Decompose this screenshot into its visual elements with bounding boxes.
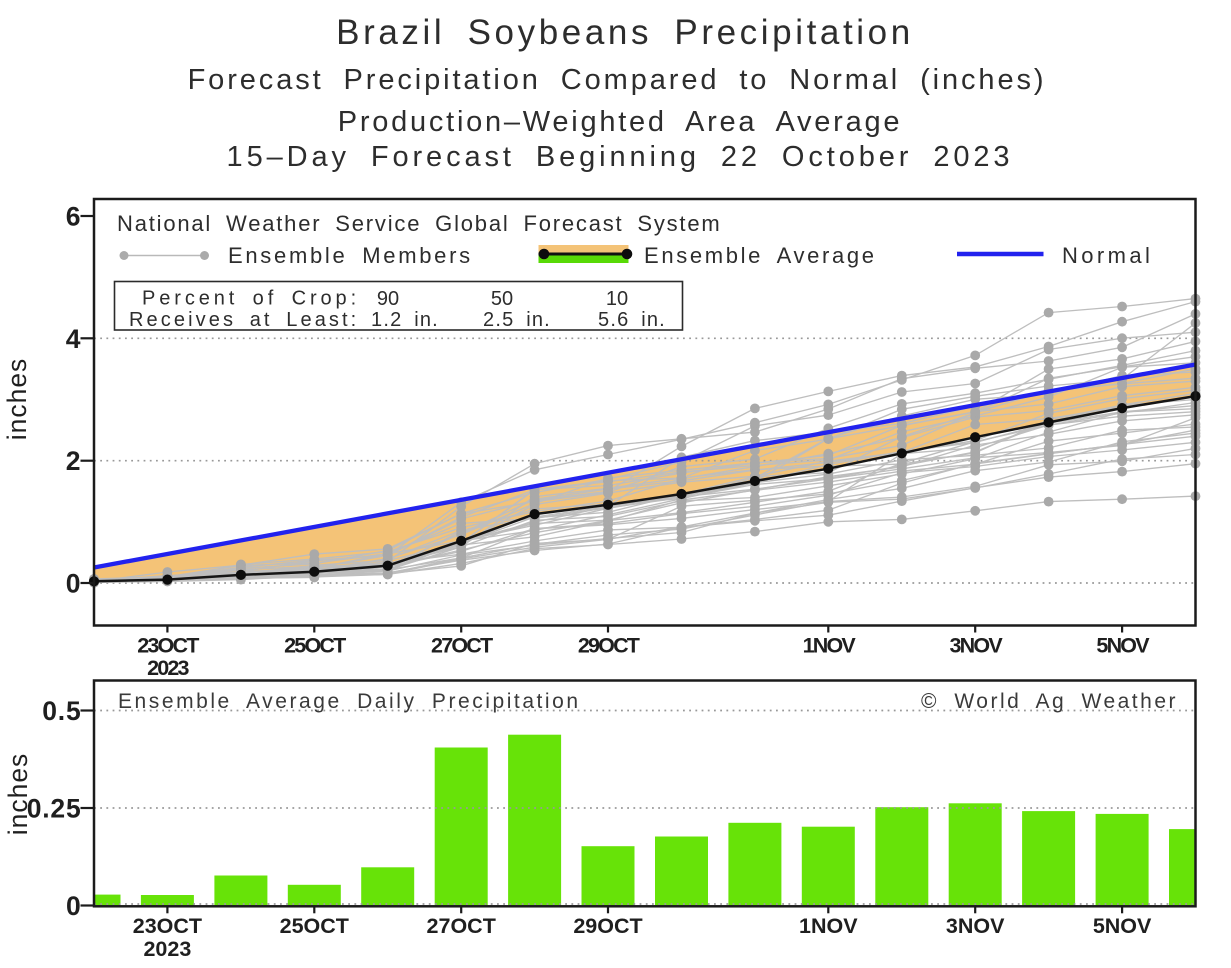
svg-text:27OCT: 27OCT [427,914,496,938]
svg-text:Forecast Precipitation Compare: Forecast Precipitation Compared to Norma… [188,64,1047,96]
svg-text:0.25: 0.25 [27,794,82,824]
svg-text:National Weather Service Globa: National Weather Service Global Forecast… [117,211,722,236]
svg-text:25OCT: 25OCT [284,634,346,658]
svg-text:Ensemble Members: Ensemble Members [228,243,473,268]
svg-text:1.2 in.: 1.2 in. [371,309,439,331]
svg-text:Brazil Soybeans Precipitation: Brazil Soybeans Precipitation [336,13,914,52]
svg-text:Normal: Normal [1062,243,1153,268]
svg-text:1NOV: 1NOV [803,634,857,658]
svg-text:3NOV: 3NOV [950,634,1004,658]
svg-text:Production–Weighted Area Avera: Production–Weighted Area Average [338,106,902,138]
svg-text:15–Day Forecast Beginning 22 O: 15–Day Forecast Beginning 22 October 202… [227,141,1014,173]
svg-text:2: 2 [66,446,81,476]
svg-text:Ensemble Average Daily Precipi: Ensemble Average Daily Precipitation [118,690,581,713]
svg-text:4: 4 [66,324,81,354]
svg-text:23OCT: 23OCT [133,914,202,938]
svg-text:23OCT: 23OCT [137,634,199,658]
svg-text:inches: inches [3,753,33,836]
svg-text:5NOV: 5NOV [1093,914,1152,938]
svg-text:10: 10 [606,288,628,310]
svg-text:25OCT: 25OCT [280,914,349,938]
svg-text:29OCT: 29OCT [578,634,640,658]
svg-text:inches: inches [2,358,32,441]
svg-text:27OCT: 27OCT [431,634,493,658]
svg-text:29OCT: 29OCT [573,914,642,938]
svg-text:90: 90 [377,288,399,310]
svg-text:5NOV: 5NOV [1096,634,1150,658]
svg-text:Receives at Least:: Receives at Least: [129,309,359,331]
svg-text:3NOV: 3NOV [946,914,1005,938]
svg-text:2023: 2023 [143,937,191,961]
svg-text:2023: 2023 [147,656,189,680]
svg-text:0: 0 [66,891,82,921]
svg-text:Ensemble Average: Ensemble Average [644,243,877,268]
svg-text:50: 50 [491,288,513,310]
svg-text:0.5: 0.5 [42,696,81,726]
svg-text:5.6 in.: 5.6 in. [598,309,666,331]
svg-text:0: 0 [66,569,81,599]
svg-text:2.5 in.: 2.5 in. [483,309,551,331]
svg-text:6: 6 [66,202,81,232]
svg-text:Percent of Crop:: Percent of Crop: [142,288,360,310]
svg-text:1NOV: 1NOV [799,914,858,938]
svg-text:© World Ag Weather: © World Ag Weather [921,690,1178,713]
